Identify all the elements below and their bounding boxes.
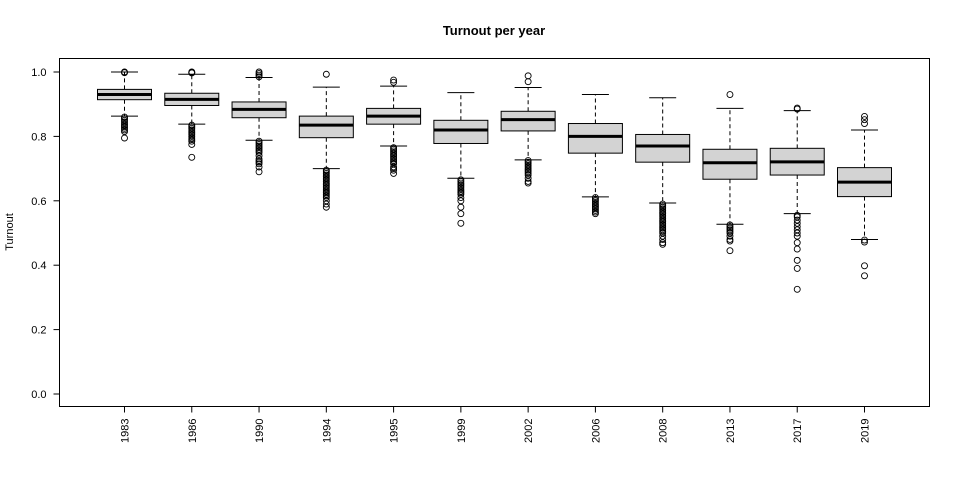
iqr-box (567, 123, 623, 154)
x-tick-label: 1995 (389, 419, 401, 443)
outlier-point (793, 285, 801, 293)
outlier-point (457, 194, 465, 202)
outlier-point (322, 203, 330, 211)
box-2006 (567, 94, 623, 218)
chart-title: Turnout per year (443, 23, 545, 38)
outlier-point (793, 256, 801, 264)
outlier-point (524, 72, 532, 80)
outlier-point (861, 262, 868, 270)
outlier-point (726, 237, 734, 245)
outlier-point (255, 168, 263, 176)
outlier-point (322, 200, 330, 208)
x-tick-label: 1990 (254, 419, 266, 443)
box-1986 (164, 68, 220, 161)
outlier-point (188, 137, 196, 145)
x-tick-label: 2002 (523, 419, 535, 443)
outlier-point (322, 70, 330, 78)
outlier-point (188, 153, 196, 161)
x-tick-label: 2019 (860, 419, 872, 443)
outlier-point (726, 247, 734, 255)
iqr-box (635, 133, 691, 163)
outlier-point (390, 166, 398, 174)
outlier-point (861, 116, 868, 124)
outlier-point (121, 69, 128, 77)
x-tick-label: 1994 (321, 419, 333, 443)
outlier-point (457, 210, 465, 218)
outlier-point (793, 264, 801, 272)
outlier-point (793, 105, 801, 113)
box-1994 (298, 70, 354, 211)
y-tick-label: 0.8 (31, 131, 46, 143)
x-tick-label: 2013 (725, 419, 737, 443)
x-tick-label: 1983 (120, 419, 132, 443)
iqr-box (433, 119, 489, 144)
outlier-point (255, 73, 263, 81)
outlier-point (793, 229, 801, 237)
outlier-point (457, 219, 465, 227)
x-tick-label: 2006 (590, 419, 602, 443)
box-1990 (231, 68, 287, 176)
outlier-point (726, 232, 734, 240)
box-1999 (433, 92, 489, 227)
y-tick-label: 0.6 (31, 196, 46, 208)
plot-frame (59, 58, 930, 407)
boxes-group (97, 68, 892, 293)
outlier-point (390, 76, 398, 84)
box-2002 (500, 72, 556, 187)
box-2013 (702, 91, 758, 255)
y-tick-label: 0.4 (31, 260, 46, 272)
x-tick-label: 2008 (658, 419, 670, 443)
outlier-point (726, 91, 734, 98)
box-2019 (837, 112, 892, 280)
outlier-point (861, 120, 868, 127)
y-tick-label: 0.2 (31, 325, 46, 337)
outlier-point (591, 210, 599, 218)
outlier-point (793, 245, 801, 253)
y-tick-label: 0.0 (31, 389, 46, 401)
box-1995 (366, 76, 422, 177)
outlier-point (861, 112, 868, 120)
outlier-point (390, 169, 398, 177)
outlier-point (659, 235, 667, 243)
outlier-point (524, 78, 532, 86)
x-tick-label: 2017 (792, 419, 804, 443)
outlier-point (793, 239, 801, 247)
outlier-point (121, 134, 128, 142)
x-tick-label: 1999 (456, 419, 468, 443)
outlier-point (188, 69, 196, 77)
box-1983 (97, 68, 152, 142)
y-tick-label: 1.0 (31, 67, 46, 79)
iqr-box (298, 115, 354, 139)
outlier-point (861, 272, 868, 280)
x-tick-label: 1986 (187, 419, 199, 443)
box-2017 (769, 104, 825, 293)
outlier-point (524, 174, 532, 182)
outlier-point (861, 236, 868, 244)
outlier-point (255, 163, 263, 171)
outlier-point (861, 238, 868, 246)
x-axis: 1983 1986 1990 1994 1995 1999 2002 2006 2008 2013… (120, 406, 872, 443)
outlier-point (390, 78, 398, 86)
y-axis: 0.0 0.2 0.4 0.6 0.8 1.0 (31, 67, 60, 401)
outlier-point (659, 240, 667, 248)
y-axis-label: Turnout (4, 213, 16, 251)
outlier-point (524, 179, 532, 187)
box-2008 (635, 97, 691, 248)
outlier-point (188, 140, 196, 148)
outlier-point (255, 160, 263, 168)
outlier-point (457, 203, 465, 211)
